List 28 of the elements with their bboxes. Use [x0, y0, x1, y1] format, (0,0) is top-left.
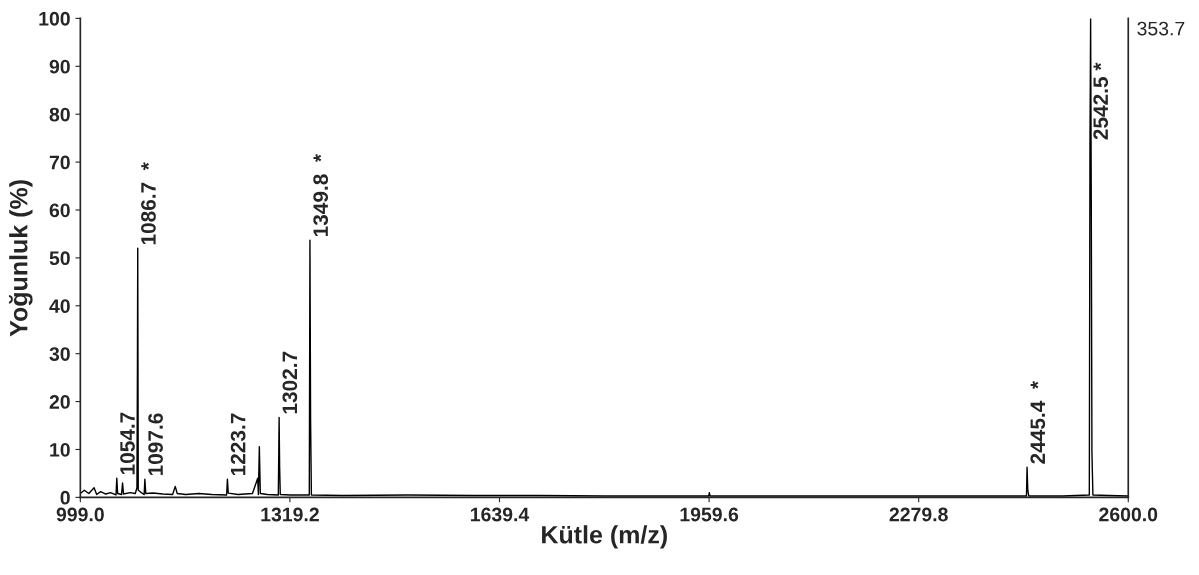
y-tick-label: 60 — [49, 203, 70, 218]
x-axis-title: Kütle (m/z) — [542, 525, 667, 549]
x-tick-label: 1639.4 — [470, 507, 530, 522]
y-axis-title: Yoğunluk (%) — [8, 180, 33, 337]
annotation: 2445.4 * — [1030, 381, 1046, 464]
annotation: 1302.7 — [282, 351, 298, 414]
y-tick-label: 90 — [49, 59, 70, 74]
x-tick-label: 1319.2 — [261, 507, 319, 522]
x-tick-label: 2600.0 — [1099, 507, 1158, 522]
annotation: 1349.8 * — [313, 154, 329, 237]
y-tick-label: 20 — [49, 395, 70, 409]
text: 353.7 — [1137, 21, 1185, 36]
annotation: 1086.7 * — [141, 162, 156, 245]
annotation: 2542.5 * — [1093, 62, 1109, 140]
x-tick-label: 1959.6 — [680, 507, 739, 522]
annotation: 1223.7 — [230, 413, 246, 476]
y-tick-label: 100 — [39, 11, 70, 26]
annotation: 1054.7 — [120, 412, 135, 475]
x-tick-label: 2279.8 — [889, 507, 948, 522]
annotation: 1097.6 — [148, 413, 163, 476]
y-tick-label: 80 — [49, 107, 70, 122]
y-tick-label: 40 — [49, 299, 70, 314]
x-tick-label: 999.0 — [56, 507, 104, 522]
y-tick-label: 30 — [49, 347, 70, 361]
y-tick-label: 50 — [49, 251, 70, 266]
y-tick-label: 0 — [60, 490, 70, 505]
y-tick-label: 70 — [49, 155, 70, 170]
y-tick-label: 10 — [50, 442, 70, 457]
